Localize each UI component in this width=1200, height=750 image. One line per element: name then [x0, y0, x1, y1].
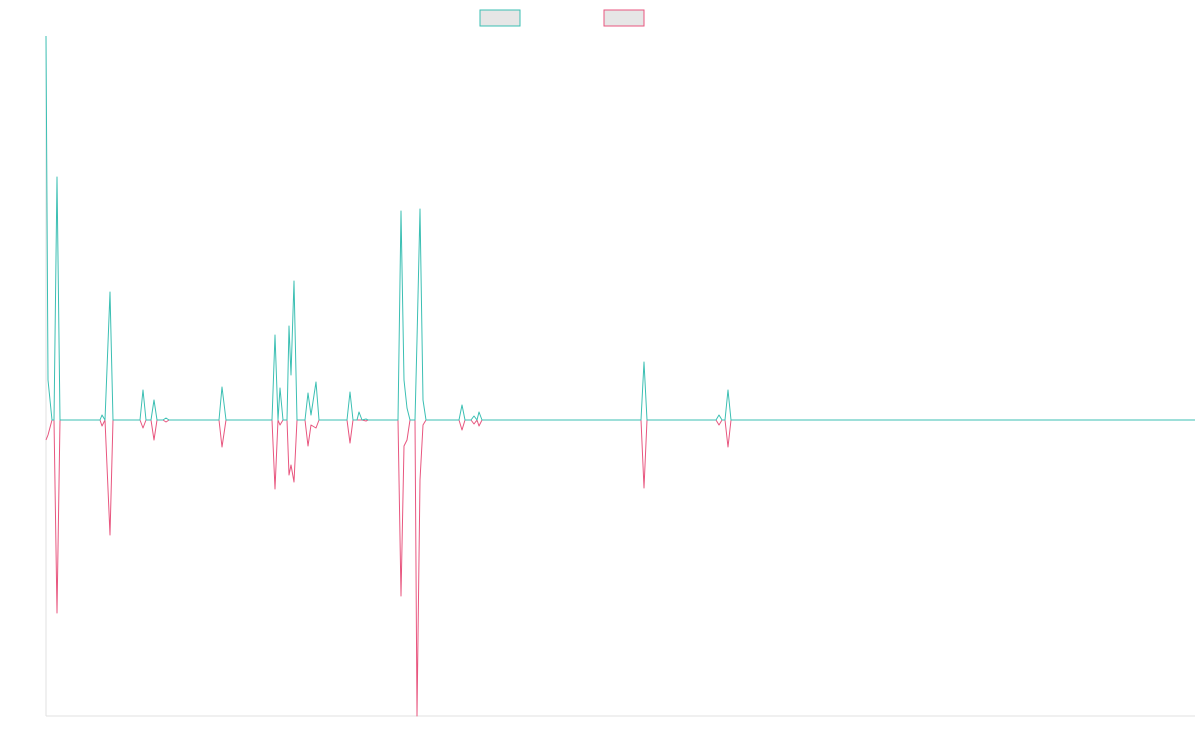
legend-swatch [479, 9, 521, 27]
legend-swatch [603, 9, 645, 27]
series-line [45, 419, 1195, 717]
series-line [45, 35, 1195, 421]
